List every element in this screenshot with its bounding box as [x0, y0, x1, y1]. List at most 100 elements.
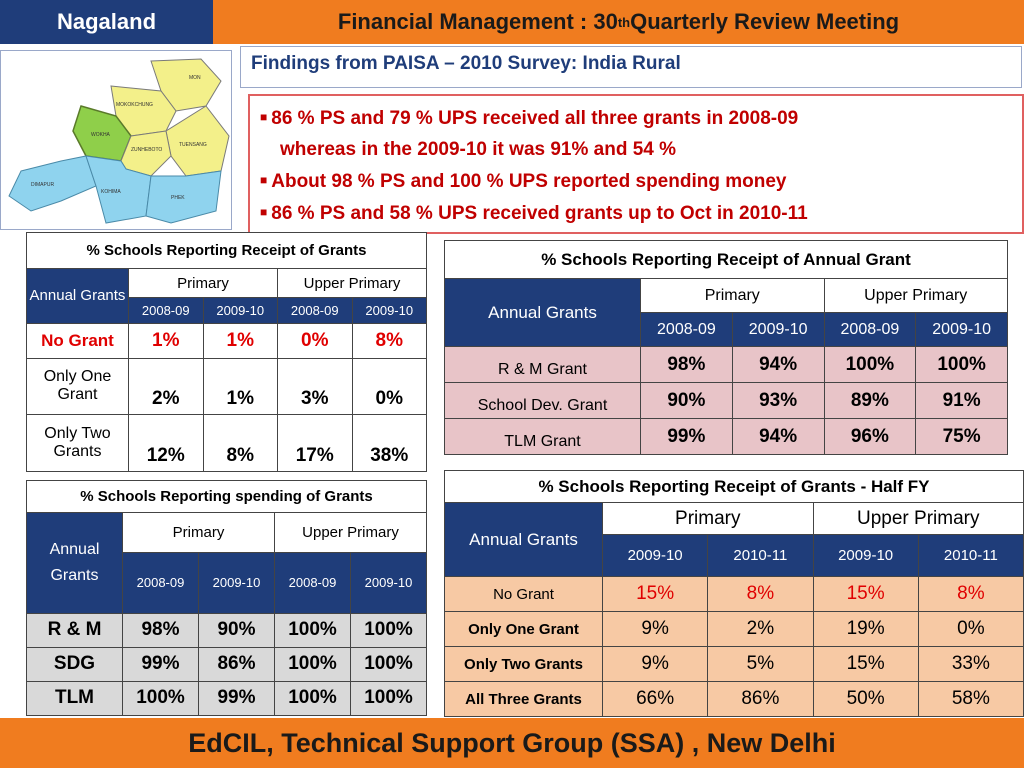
year-header: 2010-11 [707, 534, 814, 577]
map-label-phek: PHEK [171, 195, 185, 201]
table-caption: % Schools Reporting Receipt of Annual Gr… [444, 240, 1008, 279]
table-caption: % Schools Reporting Receipt of Grants [26, 231, 427, 270]
row-label: R & M Grant [444, 346, 641, 383]
map-label-mokokchung: MOKOKCHUNG [116, 102, 153, 108]
col-label: Annual Grants [26, 268, 129, 325]
bullet-square-icon: ■ [260, 173, 268, 187]
state-label: Nagaland [0, 0, 213, 44]
row-label: Only One Grant [444, 611, 603, 647]
map-graphic: MON MOKOKCHUNG WOKHA TUENSANG ZUNHEBOTO … [8, 58, 230, 224]
cell-value: 9% [601, 611, 709, 647]
cell-value: 5% [707, 646, 814, 682]
group-header: Primary [122, 512, 275, 554]
table-row: All Three Grants 66% 86% 50% 58% [444, 681, 1024, 717]
year-header: 2008-09 [274, 552, 351, 614]
cell-value: 100% [274, 680, 351, 717]
cell-value: 94% [731, 418, 825, 455]
table-row: TLM Grant 99% 94% 96% 75% [444, 418, 1008, 455]
cell-value: 8% [351, 323, 427, 359]
cell-value: 100% [274, 646, 351, 682]
col-label: Annual Grants [26, 512, 123, 614]
cell-value: 100% [350, 612, 427, 648]
cell-value: 100% [274, 612, 351, 648]
row-label: Only One Grant [26, 357, 129, 416]
table-row: School Dev. Grant 90% 93% 89% 91% [444, 382, 1008, 419]
year-header: 2009-10 [198, 552, 275, 614]
table-row: TLM 100% 99% 100% 100% [26, 680, 427, 717]
year-header: 2009-10 [812, 534, 919, 577]
title-suffix: Quarterly Review Meeting [630, 9, 900, 34]
year-header: 2009-10 [202, 296, 278, 325]
cell-value: 1% [128, 323, 204, 359]
cell-value: 75% [915, 418, 1008, 455]
cell-value: 96% [823, 418, 917, 455]
table-row: R & M 98% 90% 100% 100% [26, 612, 427, 648]
row-label: No Grant [444, 576, 603, 612]
group-header: Upper Primary [812, 502, 1024, 535]
cell-value: 100% [350, 680, 427, 717]
cell-value: 8% [917, 576, 1024, 612]
year-header: 2010-11 [917, 534, 1024, 577]
cell-value: 33% [917, 646, 1024, 682]
cell-value: 58% [917, 681, 1024, 717]
cell-value: 0% [351, 357, 427, 416]
title-prefix: Financial Management : 30 [337, 9, 618, 34]
bullet-square-icon: ■ [260, 205, 268, 219]
table-row: SDG 99% 86% 100% 100% [26, 646, 427, 682]
cell-value: 91% [915, 382, 1008, 419]
cell-value: 66% [601, 681, 709, 717]
cell-value: 1% [202, 357, 278, 416]
cell-value: 94% [731, 346, 825, 383]
year-header: 2008-09 [823, 312, 917, 347]
row-label: Only Two Grants [26, 414, 129, 472]
cell-value: 1% [202, 323, 278, 359]
table-row: Only Two Grants 9% 5% 15% 33% [444, 646, 1024, 682]
cell-value: 0% [277, 323, 353, 359]
group-header: Upper Primary [823, 278, 1008, 313]
map-label-mon: MON [189, 75, 201, 81]
group-header: Primary [640, 278, 825, 313]
cell-value: 2% [128, 357, 204, 416]
group-header: Primary [128, 268, 278, 298]
cell-value: 17% [277, 414, 353, 472]
cell-value: 90% [640, 382, 733, 419]
cell-value: 89% [823, 382, 917, 419]
table-row: Only One Grant 2% 1% 3% 0% [26, 357, 427, 416]
year-header: 2008-09 [277, 296, 353, 325]
map-label-dimapur: DIMAPUR [31, 182, 54, 188]
cell-value: 98% [122, 612, 199, 648]
bullet-item: ■ 86 % PS and 79 % UPS received all three… [260, 102, 1012, 134]
col-label: Annual Grants [444, 502, 603, 577]
bullet-item: ■ 86 % PS and 58 % UPS received grants up… [260, 197, 1012, 229]
year-header: 2009-10 [915, 312, 1008, 347]
cell-value: 100% [915, 346, 1008, 383]
cell-value: 100% [823, 346, 917, 383]
cell-value: 99% [198, 680, 275, 717]
spending-table: % Schools Reporting spending of Grants A… [26, 479, 427, 717]
row-label: TLM Grant [444, 418, 641, 455]
year-header: 2009-10 [601, 534, 709, 577]
year-header: 2009-10 [731, 312, 825, 347]
cell-value: 93% [731, 382, 825, 419]
bullet-item: ■ About 98 % PS and 100 % UPS reported sp… [260, 165, 1012, 197]
row-label: SDG [26, 646, 123, 682]
findings-bullets: ■ 86 % PS and 79 % UPS received all three… [248, 94, 1024, 234]
table-row: No Grant 15% 8% 15% 8% [444, 576, 1024, 612]
row-label: No Grant [26, 323, 129, 359]
cell-value: 98% [640, 346, 733, 383]
cell-value: 38% [351, 414, 427, 472]
table-row: Only Two Grants 12% 8% 17% 38% [26, 414, 427, 472]
cell-value: 86% [198, 646, 275, 682]
group-header: Primary [602, 502, 814, 535]
cell-value: 8% [202, 414, 278, 472]
row-label: School Dev. Grant [444, 382, 641, 419]
table-caption: % Schools Reporting spending of Grants [26, 479, 427, 514]
footer-banner: EdCIL, Technical Support Group (SSA) , N… [0, 718, 1024, 768]
bullet-text: 86 % PS and 79 % UPS received all three … [271, 108, 799, 129]
bullet-continuation: whereas in the 2009-10 it was 91% and 54… [280, 139, 677, 160]
cell-value: 9% [601, 646, 709, 682]
table-row: Only One Grant 9% 2% 19% 0% [444, 611, 1024, 647]
bullet-square-icon: ■ [260, 110, 268, 124]
cell-value: 19% [812, 611, 919, 647]
